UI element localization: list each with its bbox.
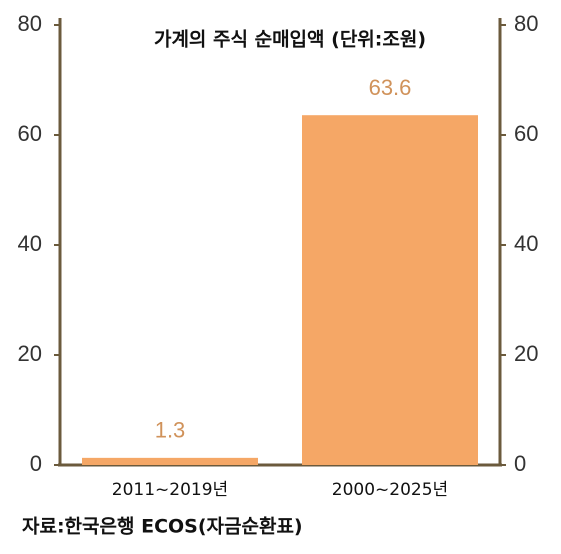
y-tick-label: 0 bbox=[30, 451, 42, 476]
x-tick-label: 2000~2025년 bbox=[332, 480, 448, 500]
bar bbox=[302, 115, 478, 465]
y-tick-label: 20 bbox=[18, 341, 42, 366]
value-label: 63.6 bbox=[369, 75, 412, 100]
bar bbox=[82, 457, 258, 465]
x-tick-label: 2011~2019년 bbox=[112, 480, 228, 500]
y-tick-label: 40 bbox=[18, 231, 42, 256]
source-note: 자료:한국은행 ECOS(자금순환표) bbox=[22, 516, 303, 538]
y2-tick-label: 0 bbox=[514, 451, 526, 476]
value-label: 1.3 bbox=[155, 418, 186, 443]
y-tick-label: 60 bbox=[18, 121, 42, 146]
y-tick-label: 80 bbox=[18, 11, 42, 36]
y2-tick-label: 40 bbox=[514, 231, 538, 256]
y2-tick-label: 20 bbox=[514, 341, 538, 366]
y2-tick-label: 80 bbox=[514, 11, 538, 36]
chart-title: 가계의 주식 순매입액 (단위:조원) bbox=[154, 29, 426, 51]
y2-tick-label: 60 bbox=[514, 121, 538, 146]
